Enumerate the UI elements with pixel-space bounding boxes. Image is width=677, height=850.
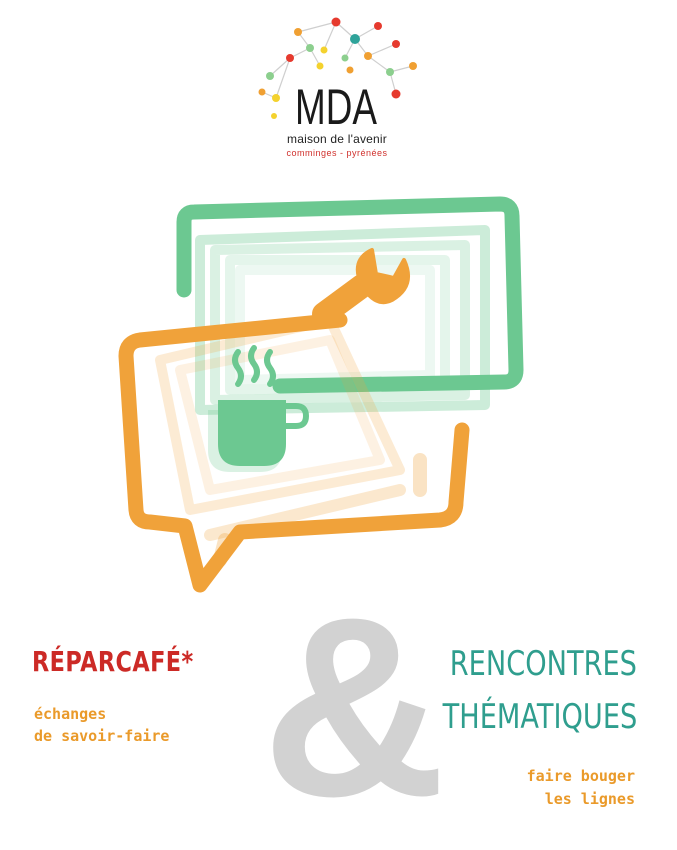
rencontres-subtitle-line2: les lignes bbox=[544, 790, 635, 808]
coffee-cup-icon bbox=[208, 345, 309, 472]
rencontres-title-line2: THÉMATIQUES bbox=[442, 697, 637, 737]
reparcafe-title: RÉPARCAFÉ* bbox=[32, 645, 194, 678]
logo-network-dots bbox=[258, 17, 417, 119]
ampersand: & bbox=[262, 565, 447, 850]
speech-bubbles-illustration bbox=[118, 196, 524, 593]
logo-mark: MDA bbox=[295, 79, 377, 132]
wrench-icon bbox=[312, 248, 410, 326]
reparcafe-subtitle-line2: de savoir-faire bbox=[34, 727, 170, 745]
speech-bubble-orange bbox=[118, 312, 470, 593]
speech-bubble-green bbox=[176, 196, 524, 415]
logo-location: comminges - pyrénées bbox=[286, 148, 388, 158]
rencontres-subtitle-line1: faire bouger bbox=[526, 767, 635, 785]
reparcafe-subtitle-line1: échanges bbox=[34, 705, 107, 723]
rencontres-title-line1: RENCONTRES bbox=[449, 644, 637, 684]
logo-mda: MDA bbox=[258, 17, 417, 132]
logo-tagline: maison de l'avenir bbox=[287, 132, 387, 146]
